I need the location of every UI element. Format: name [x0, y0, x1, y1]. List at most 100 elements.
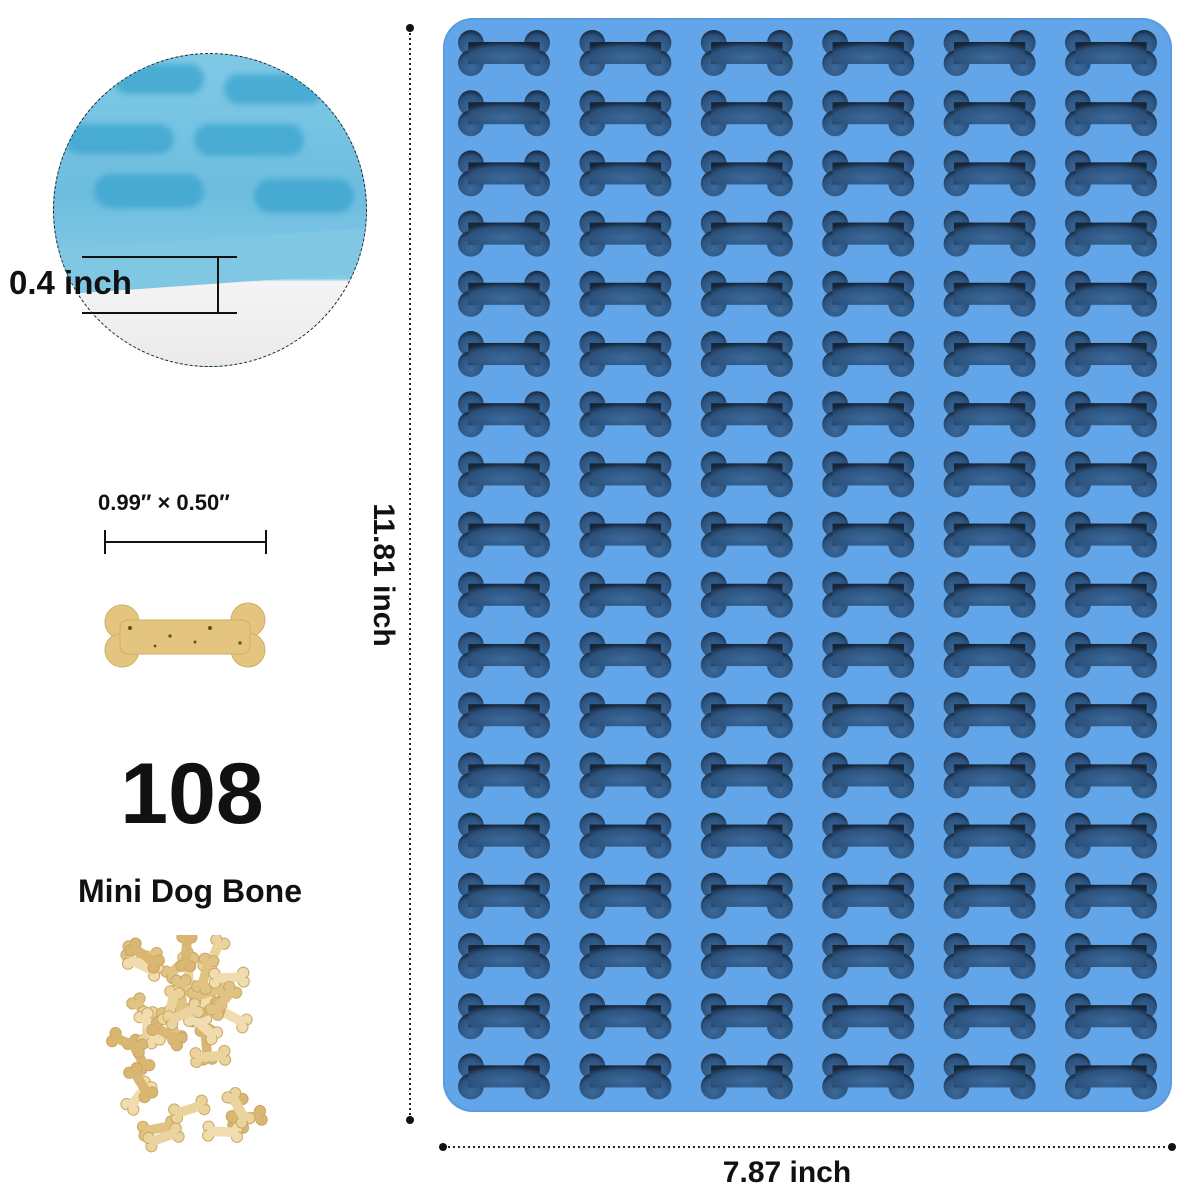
bone-cavity	[700, 210, 793, 257]
bone-cavity	[943, 872, 1036, 919]
bone-cavity	[579, 391, 672, 438]
bone-cavity	[943, 270, 1036, 317]
bone-cavity	[579, 872, 672, 919]
bone-cavity	[700, 30, 793, 76]
bone-cavity	[700, 150, 793, 197]
bone-cavity	[458, 391, 550, 438]
bone-cavity	[700, 451, 793, 498]
bone-cavity	[943, 571, 1036, 618]
treat-in-pile	[124, 937, 165, 974]
bone-cavity	[943, 511, 1036, 558]
bone-cavity	[1065, 451, 1157, 498]
bone-cavity	[943, 30, 1036, 76]
bone-cavity	[458, 1053, 550, 1100]
bone-cavity	[579, 632, 672, 678]
bone-cavity	[700, 872, 793, 919]
bone-cavity	[700, 632, 793, 678]
bone-cavity	[458, 571, 550, 618]
silicone-mold-mat	[443, 18, 1172, 1112]
bone-cavity	[1065, 1053, 1157, 1100]
bone-cavity	[458, 511, 550, 558]
treat-in-pile	[183, 1008, 224, 1046]
bone-cavity	[458, 993, 550, 1040]
treat-in-pile	[191, 952, 220, 995]
bone-cavity	[700, 391, 793, 438]
thickness-label: 0.4 inch	[9, 264, 132, 301]
bone-cavity	[700, 90, 793, 137]
width-dimension-line	[439, 1143, 1176, 1151]
bone-cavity	[1065, 752, 1157, 799]
bone-cavity	[822, 632, 915, 678]
bone-cavity	[1065, 331, 1157, 377]
bone-cavity	[943, 391, 1036, 438]
thickness-detail-photo	[53, 53, 367, 367]
bone-cavity	[458, 150, 550, 197]
bone-cavity	[700, 752, 793, 799]
height-dimension-line	[406, 24, 414, 1124]
bone-cavity	[700, 692, 793, 739]
bone-cavity	[579, 1053, 672, 1100]
bone-cavity	[579, 451, 672, 498]
bone-cavity	[822, 150, 915, 197]
bone-cavity	[1065, 90, 1157, 137]
treat-in-pile	[204, 980, 243, 1021]
bone-cavity	[822, 331, 915, 377]
bone-cavity	[579, 571, 672, 618]
bone-cavity	[458, 692, 550, 739]
bone-cavity	[700, 812, 793, 859]
cavity-count: 108	[120, 746, 264, 842]
bone-cavity	[822, 812, 915, 859]
bone-cavity	[822, 872, 915, 919]
treat-in-pile	[175, 935, 198, 973]
bone-cavity	[822, 993, 915, 1040]
bone-cavity	[822, 571, 915, 618]
bone-cavity	[579, 812, 672, 859]
bone-cavity	[1065, 933, 1157, 979]
treat-pile-photo	[106, 935, 268, 1153]
treat-in-pile	[221, 1086, 256, 1129]
treat-size-tick-right	[265, 530, 267, 554]
bone-cavity	[1065, 30, 1157, 76]
bone-cavity	[579, 90, 672, 137]
bone-cavity	[1065, 511, 1157, 558]
bone-cavity	[1065, 692, 1157, 739]
bone-cavity	[822, 511, 915, 558]
width-label: 7.87 inch	[722, 1156, 852, 1189]
thickness-line-bottom	[82, 312, 237, 314]
bone-cavity	[458, 872, 550, 919]
bone-cavity	[943, 993, 1036, 1040]
bone-cavity	[822, 30, 915, 76]
bone-cavity	[700, 511, 793, 558]
treat-in-pile	[168, 1094, 211, 1124]
treat-size-line	[105, 541, 267, 543]
bone-cavity	[1065, 571, 1157, 618]
bone-cavity	[458, 30, 550, 76]
bone-cavity	[700, 331, 793, 377]
bone-cavity	[943, 812, 1036, 859]
bone-cavity	[579, 270, 672, 317]
bone-cavity	[700, 993, 793, 1040]
bone-cavity	[700, 270, 793, 317]
bone-cavity	[458, 933, 550, 979]
bone-cavity	[943, 933, 1036, 979]
bone-cavity	[458, 270, 550, 317]
thickness-line-vertical	[217, 256, 219, 314]
bone-cavity	[1065, 270, 1157, 317]
bone-cavity	[822, 1053, 915, 1100]
bone-cavity	[700, 571, 793, 618]
bone-cavity	[1065, 210, 1157, 257]
bone-cavity	[579, 331, 672, 377]
thickness-line-top	[82, 256, 237, 258]
product-label: Mini Dog Bone	[78, 873, 302, 909]
bone-cavity	[458, 632, 550, 678]
bone-cavity	[822, 90, 915, 137]
treat-size-label: 0.99″ × 0.50″	[98, 490, 230, 515]
bone-cavity	[943, 692, 1036, 739]
bone-cavity	[579, 692, 672, 739]
bone-cavity	[458, 812, 550, 859]
treat-size-tick-left	[104, 530, 106, 554]
bone-cavity	[579, 30, 672, 76]
bone-cavity	[822, 391, 915, 438]
bone-cavity	[943, 632, 1036, 678]
bone-cavity	[822, 270, 915, 317]
